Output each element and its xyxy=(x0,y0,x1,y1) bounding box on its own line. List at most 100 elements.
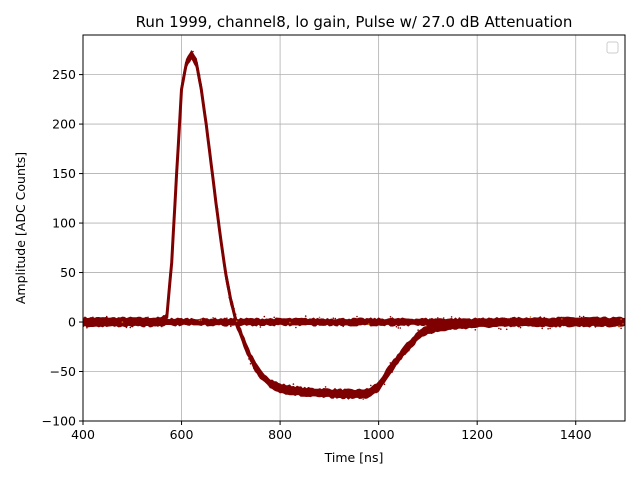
noise-point xyxy=(273,316,276,319)
noise-point xyxy=(253,367,255,369)
noise-point xyxy=(442,317,445,319)
noise-point xyxy=(408,349,410,352)
noise-point xyxy=(569,324,571,327)
noise-point xyxy=(549,327,551,330)
noise-point xyxy=(389,316,392,318)
y-tick-label: 200 xyxy=(52,117,76,132)
noise-point xyxy=(248,358,250,360)
noise-point xyxy=(235,320,238,323)
noise-point xyxy=(346,323,348,325)
noise-point xyxy=(304,315,307,317)
noise-point xyxy=(257,374,260,377)
noise-point xyxy=(505,328,508,331)
noise-point xyxy=(580,316,583,319)
noise-point xyxy=(498,327,500,330)
noise-point xyxy=(321,391,323,394)
noise-point xyxy=(90,319,92,321)
noise-point xyxy=(539,316,542,318)
noise-point xyxy=(561,316,563,319)
noise-point xyxy=(341,394,344,396)
noise-point xyxy=(433,323,435,326)
noise-point xyxy=(198,74,201,76)
y-tick-label: −100 xyxy=(42,414,76,429)
noise-point xyxy=(397,327,400,329)
noise-point xyxy=(292,383,295,385)
x-tick-label: 1400 xyxy=(560,427,592,442)
noise-point xyxy=(228,296,230,299)
noise-point xyxy=(537,321,540,323)
noise-point xyxy=(409,320,412,323)
y-axis-ticks: −100 −50 0 50 100 150 200 250 xyxy=(42,67,83,429)
noise-point xyxy=(427,329,429,332)
y-tick-label: 250 xyxy=(52,67,76,82)
noise-point xyxy=(192,50,194,53)
noise-point xyxy=(486,320,488,322)
noise-point xyxy=(269,321,272,324)
noise-point xyxy=(622,323,624,325)
noise-point xyxy=(279,319,281,322)
noise-point xyxy=(117,324,120,327)
noise-point xyxy=(295,326,297,329)
noise-point xyxy=(86,327,88,329)
y-tick-label: 0 xyxy=(68,315,76,330)
noise-point xyxy=(404,350,406,353)
x-axis-ticks: 400 600 800 1000 1200 1400 xyxy=(71,421,592,442)
noise-point xyxy=(417,329,419,331)
noise-point xyxy=(244,342,247,345)
noise-point xyxy=(474,329,477,331)
noise-point xyxy=(450,316,453,318)
noise-point xyxy=(383,383,386,386)
noise-point xyxy=(567,325,569,327)
y-tick-label: 50 xyxy=(60,265,76,280)
noise-point xyxy=(375,388,378,390)
legend-box xyxy=(606,41,619,54)
noise-point xyxy=(513,324,516,327)
noise-point xyxy=(170,319,173,322)
noise-point xyxy=(529,316,532,318)
noise-point xyxy=(578,323,581,325)
noise-point xyxy=(216,208,219,210)
noise-point xyxy=(306,320,309,323)
noise-point xyxy=(446,327,448,329)
noise-point xyxy=(172,231,175,234)
noise-point xyxy=(507,318,510,320)
noise-point xyxy=(389,362,392,364)
noise-point xyxy=(111,319,114,322)
noise-point xyxy=(215,197,217,200)
y-axis-label: Amplitude [ADC Counts] xyxy=(13,152,28,304)
noise-point xyxy=(379,383,382,386)
noise-point xyxy=(458,317,461,319)
noise-point xyxy=(92,316,94,319)
noise-point xyxy=(515,324,518,327)
noise-point xyxy=(563,316,565,319)
noise-point xyxy=(366,395,368,398)
noise-point xyxy=(454,317,457,320)
noise-point xyxy=(230,325,232,328)
noise-point xyxy=(347,394,350,397)
noise-point xyxy=(620,318,622,320)
noise-point xyxy=(330,319,333,322)
noise-point xyxy=(318,316,321,319)
noise-point xyxy=(223,261,225,264)
noise-point xyxy=(620,327,622,330)
noise-point xyxy=(141,324,143,327)
noise-point xyxy=(614,322,616,324)
noise-point xyxy=(121,321,124,323)
noise-point xyxy=(200,319,203,321)
noise-point xyxy=(519,326,522,329)
noise-point xyxy=(343,395,346,398)
noise-point xyxy=(381,381,384,383)
noise-point xyxy=(184,323,187,326)
noise-point xyxy=(368,323,370,325)
x-tick-label: 800 xyxy=(268,427,292,442)
noise-point xyxy=(174,318,177,321)
noise-point xyxy=(539,325,542,327)
noise-point xyxy=(315,394,317,397)
noise-point xyxy=(356,315,358,318)
noise-point xyxy=(105,315,108,318)
noise-point xyxy=(541,327,543,330)
noise-point xyxy=(237,321,240,324)
noise-point xyxy=(362,318,364,321)
